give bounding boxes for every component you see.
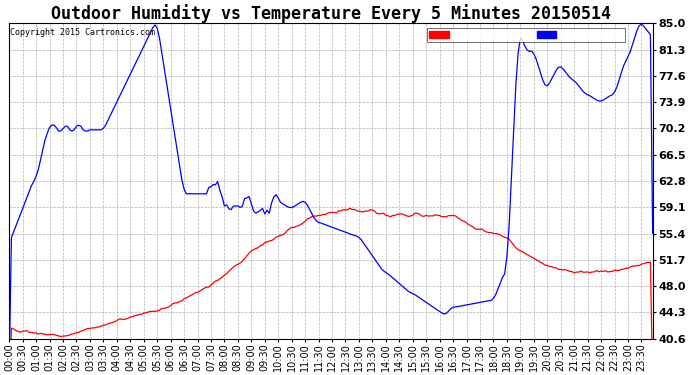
Text: Copyright 2015 Cartronics.com: Copyright 2015 Cartronics.com — [10, 28, 155, 37]
Legend: Temperature (°F), Humidity (%): Temperature (°F), Humidity (%) — [428, 28, 625, 42]
Title: Outdoor Humidity vs Temperature Every 5 Minutes 20150514: Outdoor Humidity vs Temperature Every 5 … — [51, 4, 611, 23]
